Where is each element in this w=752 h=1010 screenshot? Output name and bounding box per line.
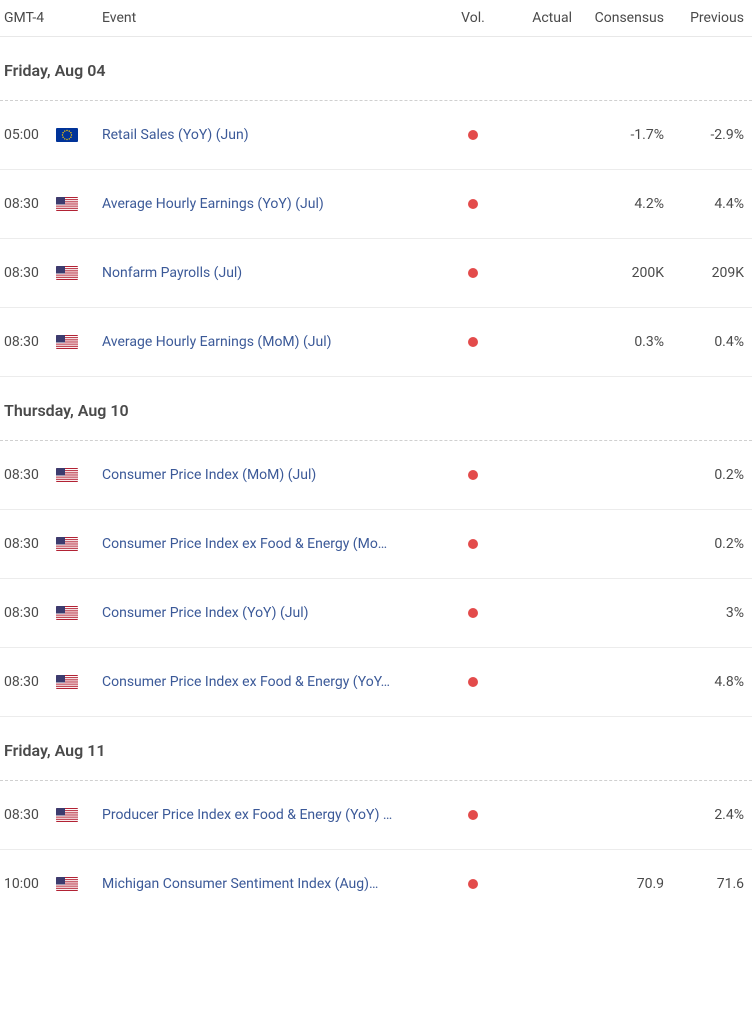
event-name-link[interactable]: Average Hourly Earnings (YoY) (Jul) xyxy=(102,196,454,212)
previous-value: 4.8% xyxy=(672,674,748,690)
event-row[interactable]: 08:30 Producer Price Index ex Food & Ener… xyxy=(0,781,752,850)
consensus-value: 200K xyxy=(580,265,672,281)
consensus-value: -1.7% xyxy=(580,127,672,143)
volatility-indicator xyxy=(454,539,492,549)
volatility-dot-icon xyxy=(468,810,478,820)
event-row[interactable]: 10:00 Michigan Consumer Sentiment Index (… xyxy=(0,850,752,918)
volatility-indicator xyxy=(454,677,492,687)
header-time: GMT-4 xyxy=(4,10,56,26)
event-row[interactable]: 08:30 Consumer Price Index ex Food & Ener… xyxy=(0,648,752,717)
previous-value: 209K xyxy=(672,265,748,281)
volatility-dot-icon xyxy=(468,879,478,889)
consensus-value: 70.9 xyxy=(580,876,672,892)
table-header: GMT-4 Event Vol. Actual Consensus Previo… xyxy=(0,0,752,37)
consensus-value: 4.2% xyxy=(580,196,672,212)
volatility-dot-icon xyxy=(468,677,478,687)
event-name-link[interactable]: Consumer Price Index (MoM) (Jul) xyxy=(102,467,454,483)
previous-value: 3% xyxy=(672,605,748,621)
event-row[interactable]: 08:30 Consumer Price Index (MoM) (Jul) 0.2… xyxy=(0,441,752,510)
volatility-dot-icon xyxy=(468,608,478,618)
previous-value: 2.4% xyxy=(672,807,748,823)
event-name-link[interactable]: Nonfarm Payrolls (Jul) xyxy=(102,265,454,281)
country-flag-icon xyxy=(56,606,102,620)
event-name-link[interactable]: Producer Price Index ex Food & Energy (Y… xyxy=(102,807,454,823)
country-flag-icon xyxy=(56,877,102,891)
volatility-dot-icon xyxy=(468,470,478,480)
event-name-link[interactable]: Michigan Consumer Sentiment Index (Aug)… xyxy=(102,876,454,892)
volatility-indicator xyxy=(454,268,492,278)
event-time: 10:00 xyxy=(4,876,56,892)
event-time: 08:30 xyxy=(4,605,56,621)
country-flag-icon xyxy=(56,335,102,349)
country-flag-icon xyxy=(56,266,102,280)
previous-value: 0.2% xyxy=(672,536,748,552)
event-time: 05:00 xyxy=(4,127,56,143)
event-time: 08:30 xyxy=(4,467,56,483)
volatility-indicator xyxy=(454,879,492,889)
event-row[interactable]: 08:30 Average Hourly Earnings (MoM) (Jul)… xyxy=(0,308,752,377)
date-header: Friday, Aug 11 xyxy=(0,717,752,781)
volatility-dot-icon xyxy=(468,539,478,549)
header-event: Event xyxy=(102,10,454,26)
country-flag-icon xyxy=(56,537,102,551)
date-header: Friday, Aug 04 xyxy=(0,37,752,101)
event-name-link[interactable]: Retail Sales (YoY) (Jun) xyxy=(102,127,454,143)
volatility-indicator xyxy=(454,608,492,618)
event-time: 08:30 xyxy=(4,536,56,552)
country-flag-icon xyxy=(56,468,102,482)
volatility-dot-icon xyxy=(468,130,478,140)
header-actual: Actual xyxy=(492,10,580,26)
event-time: 08:30 xyxy=(4,334,56,350)
event-row[interactable]: 08:30 Consumer Price Index ex Food & Ener… xyxy=(0,510,752,579)
country-flag-icon xyxy=(56,128,102,142)
volatility-indicator xyxy=(454,470,492,480)
previous-value: 4.4% xyxy=(672,196,748,212)
event-row[interactable]: 08:30 Consumer Price Index (YoY) (Jul) 3% xyxy=(0,579,752,648)
event-name-link[interactable]: Consumer Price Index (YoY) (Jul) xyxy=(102,605,454,621)
event-time: 08:30 xyxy=(4,674,56,690)
volatility-dot-icon xyxy=(468,199,478,209)
previous-value: 0.2% xyxy=(672,467,748,483)
event-name-link[interactable]: Average Hourly Earnings (MoM) (Jul) xyxy=(102,334,454,350)
event-row[interactable]: 08:30 Average Hourly Earnings (YoY) (Jul)… xyxy=(0,170,752,239)
event-time: 08:30 xyxy=(4,196,56,212)
volatility-indicator xyxy=(454,337,492,347)
header-previous: Previous xyxy=(672,10,748,26)
country-flag-icon xyxy=(56,197,102,211)
volatility-indicator xyxy=(454,130,492,140)
date-header: Thursday, Aug 10 xyxy=(0,377,752,441)
event-name-link[interactable]: Consumer Price Index ex Food & Energy (Y… xyxy=(102,674,454,690)
previous-value: -2.9% xyxy=(672,127,748,143)
previous-value: 0.4% xyxy=(672,334,748,350)
volatility-dot-icon xyxy=(468,337,478,347)
volatility-indicator xyxy=(454,199,492,209)
consensus-value: 0.3% xyxy=(580,334,672,350)
volatility-indicator xyxy=(454,810,492,820)
event-time: 08:30 xyxy=(4,807,56,823)
event-time: 08:30 xyxy=(4,265,56,281)
event-name-link[interactable]: Consumer Price Index ex Food & Energy (M… xyxy=(102,536,454,552)
event-row[interactable]: 05:00 Retail Sales (YoY) (Jun) -1.7%-2.9% xyxy=(0,101,752,170)
volatility-dot-icon xyxy=(468,268,478,278)
country-flag-icon xyxy=(56,675,102,689)
header-vol: Vol. xyxy=(454,10,492,26)
header-consensus: Consensus xyxy=(580,10,672,26)
calendar-sections: Friday, Aug 04 05:00 Retail Sales (YoY) (J… xyxy=(0,37,752,918)
previous-value: 71.6 xyxy=(672,876,748,892)
event-row[interactable]: 08:30 Nonfarm Payrolls (Jul) 200K209K xyxy=(0,239,752,308)
country-flag-icon xyxy=(56,808,102,822)
